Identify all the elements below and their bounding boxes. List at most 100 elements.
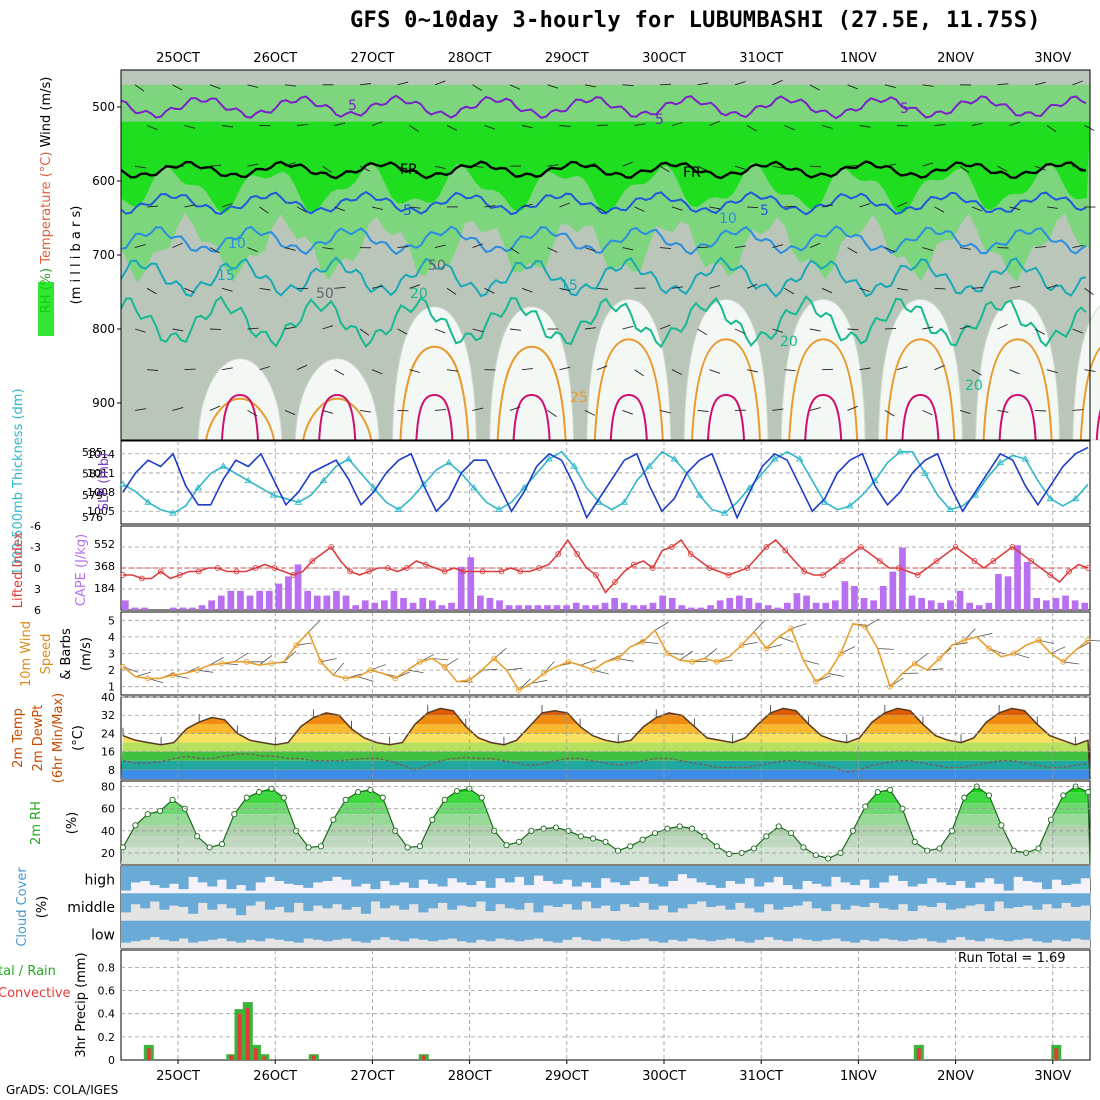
wind-barb — [184, 125, 196, 129]
cloud-bar — [226, 893, 237, 909]
rh-marker — [404, 844, 411, 851]
lifted-index-line-marker — [593, 572, 599, 578]
rh-marker — [515, 838, 522, 845]
wind-barb — [322, 165, 332, 173]
cape-bar — [304, 590, 311, 610]
cloud-bar — [216, 893, 227, 905]
y-tick-label: 700 — [92, 248, 115, 262]
y-tick-label: 600 — [92, 174, 115, 188]
cloud-bar — [207, 866, 218, 887]
cloud-bar — [571, 920, 582, 938]
slp-tick-label: 1008 — [87, 486, 115, 499]
cloud-bar — [293, 866, 304, 886]
wind-barb — [509, 84, 521, 90]
wind-barb — [971, 287, 984, 289]
cape-bar — [764, 605, 772, 610]
wind-barb — [134, 328, 146, 333]
rh-marker — [911, 838, 918, 845]
cape-bar — [860, 598, 868, 610]
cloud-bar — [974, 866, 985, 883]
cape-bar — [592, 605, 599, 610]
cloud-bar — [600, 866, 611, 879]
temp-band — [121, 760, 1090, 770]
lifted-index-line-marker — [914, 572, 921, 578]
cape-bar — [841, 581, 849, 610]
cape-bar — [879, 586, 887, 610]
lifted-index-line-marker — [574, 551, 580, 557]
wind-barb — [547, 247, 558, 253]
thickness-line-marker — [194, 484, 202, 491]
lifted-index-line-marker — [782, 547, 789, 554]
cloud-bar — [332, 893, 343, 905]
precip-tick-label: 0.2 — [98, 1031, 116, 1044]
lifted-index-line-marker — [157, 568, 164, 575]
temp-band — [121, 733, 1090, 743]
lifted-index-line-marker — [631, 561, 637, 568]
cloud-bar — [706, 920, 717, 942]
wind-tick-label: 1 — [108, 681, 115, 694]
thickness-line-marker — [369, 484, 378, 491]
wind-barb — [184, 287, 195, 294]
wind-barb — [1034, 246, 1047, 249]
surface-wind-barb — [753, 619, 766, 633]
cloud-bar — [476, 893, 486, 902]
cloud-bar — [687, 866, 697, 879]
cloud-bar — [351, 893, 362, 907]
cloud-bar — [802, 893, 813, 902]
temp-contour-30 — [901, 393, 940, 441]
cloud-bar — [447, 866, 458, 879]
wind-barb — [634, 123, 646, 126]
wind-barb — [1034, 81, 1046, 86]
wind-barb — [784, 205, 796, 208]
wind-barb — [247, 247, 258, 253]
wind-axis-label-4: (m/s) — [79, 637, 94, 671]
cloud-bar — [408, 866, 419, 888]
cloud-bar — [159, 920, 170, 940]
credit-label: GrADS: COLA/IGES — [6, 1083, 119, 1097]
cape-bar — [246, 595, 254, 610]
thickness-line-marker — [921, 469, 929, 476]
wind-barb — [671, 369, 683, 375]
wind-barb — [784, 125, 795, 131]
cloud-bar — [447, 920, 458, 939]
cloud-bar — [485, 920, 496, 942]
cloud-bar — [408, 920, 419, 939]
cloud-bar — [850, 893, 861, 906]
cloud-bar — [936, 920, 947, 943]
cape-bar — [419, 598, 427, 610]
wind-barb — [284, 326, 296, 330]
lifted-index-line-marker — [403, 565, 410, 571]
wind-barb — [559, 287, 571, 292]
cloud-bar — [610, 893, 621, 912]
cape-bar — [256, 590, 263, 610]
lifted-index-line-marker — [933, 558, 940, 564]
cloud-bar — [264, 920, 275, 939]
cloud-bar — [600, 920, 611, 939]
wind-speed-line-marker — [689, 658, 695, 665]
cloud-bar — [264, 866, 275, 877]
wind-barb — [971, 122, 983, 126]
cloud-bar — [284, 866, 295, 884]
x-tick-label-top: 2NOV — [937, 51, 974, 66]
temp-line — [122, 707, 1091, 780]
wind-barb — [134, 408, 146, 411]
dry-dome — [683, 298, 769, 441]
cloud-bar — [514, 920, 525, 942]
cloud-bar — [1003, 866, 1014, 891]
cloud-bar — [399, 866, 410, 883]
cloud-bar — [735, 920, 745, 942]
contour-label: 20 — [780, 334, 798, 350]
cloud-bar — [965, 920, 976, 940]
wind-barb — [359, 409, 371, 413]
cloud-bar — [332, 866, 343, 877]
lifted-index-line-marker — [820, 572, 826, 578]
cape-bar — [774, 607, 782, 610]
wind-speed-line-marker — [516, 687, 522, 693]
wind-barb — [896, 366, 908, 371]
cloud-bar — [792, 920, 803, 939]
thickness-line-marker — [119, 480, 127, 487]
cloud-bar — [1003, 893, 1014, 909]
cloud-bar — [591, 893, 602, 909]
cloud-bar — [1080, 920, 1091, 940]
x-tick-label-top: 31OCT — [739, 51, 783, 66]
